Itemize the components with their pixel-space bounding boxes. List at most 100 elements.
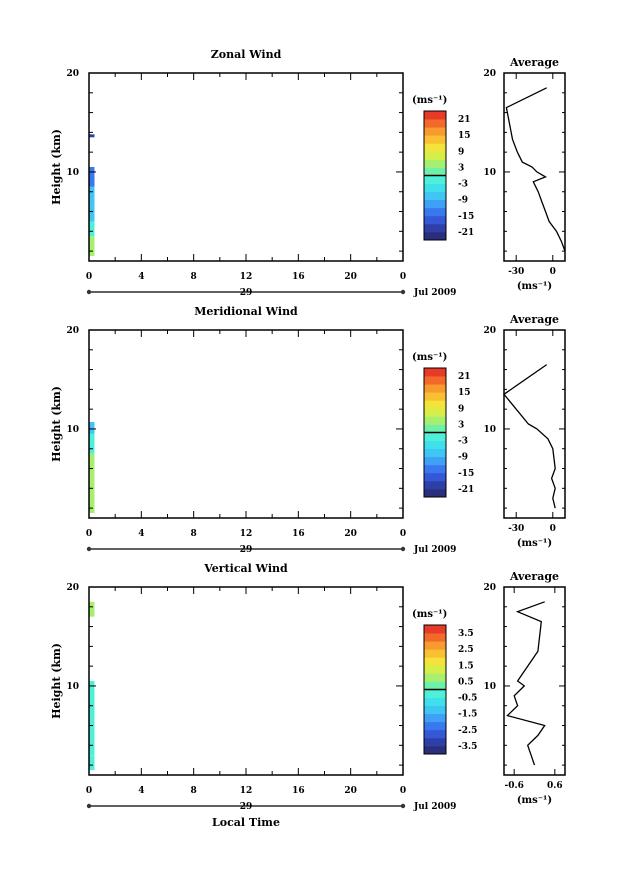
colorbar-unit: (ms⁻¹) xyxy=(412,352,447,363)
colorbar-swatch xyxy=(424,151,446,160)
average-frame xyxy=(503,329,566,519)
colorbar-swatch xyxy=(424,464,446,474)
date-bar-end xyxy=(400,803,406,809)
colorbar-tick-label: -3.5 xyxy=(458,742,477,752)
average-y-tick-label: 20 xyxy=(483,326,496,336)
date-bar-end xyxy=(86,546,92,552)
colorbar-swatch xyxy=(424,488,446,498)
x-tick-label: 16 xyxy=(292,529,305,539)
x-tick-label: 0 xyxy=(86,272,92,282)
colorbar-swatch xyxy=(424,480,446,490)
colorbar-swatch xyxy=(424,673,446,682)
colorbar-tick-label: 0.5 xyxy=(458,677,474,687)
colorbar-swatch xyxy=(424,448,446,458)
x-tick-label: 16 xyxy=(292,272,305,282)
average-y-tick-label: 10 xyxy=(483,425,496,435)
colorbar-tick-label: -1.5 xyxy=(458,710,477,720)
colorbar-swatch xyxy=(424,440,446,450)
colorbar-swatch xyxy=(424,376,446,385)
y-axis-label: Height (km) xyxy=(50,129,63,205)
colorbar-tick-label: 2.5 xyxy=(458,645,474,655)
colorbar-swatch xyxy=(424,665,446,674)
heatmap-cell xyxy=(88,755,95,771)
average-x-tick-label: 0 xyxy=(550,524,556,534)
colorbar-tick-label: 15 xyxy=(458,388,471,398)
x-tick-label: 8 xyxy=(191,529,197,539)
month-year-label: Jul 2009 xyxy=(413,545,456,555)
heatmap-cell xyxy=(88,167,95,187)
average-profile-line xyxy=(505,87,566,252)
x-tick-label: 4 xyxy=(138,786,144,796)
heatmap-cell xyxy=(88,422,95,434)
colorbar-swatch xyxy=(424,135,446,144)
colorbar-swatch xyxy=(424,689,446,698)
x-tick-label: 0 xyxy=(86,786,92,796)
colorbar-tick-label: -15 xyxy=(458,469,474,479)
heatmap-cell xyxy=(88,725,95,756)
colorbar-swatch xyxy=(424,745,446,755)
x-tick-label: 0 xyxy=(400,529,406,539)
colorbar-swatch xyxy=(424,199,446,209)
colorbar-swatch xyxy=(424,231,446,241)
colorbar-swatch xyxy=(424,392,446,401)
colorbar-tick-label: 3 xyxy=(458,163,464,173)
heatmap-cell xyxy=(88,681,95,726)
colorbar-swatch xyxy=(424,159,446,168)
x-tick-label: 12 xyxy=(240,529,253,539)
colorbar-swatch xyxy=(424,368,446,377)
colorbar-tick-label: 3.5 xyxy=(458,629,474,639)
average-y-tick-label: 10 xyxy=(483,168,496,178)
x-tick-label: 12 xyxy=(240,272,253,282)
average-y-tick-label: 20 xyxy=(483,69,496,79)
colorbar-tick-label: 9 xyxy=(458,147,464,157)
heatmap-cell xyxy=(88,186,95,207)
plot-frame xyxy=(88,586,404,776)
colorbar-swatch xyxy=(424,207,446,217)
y-axis-label: Height (km) xyxy=(50,643,63,719)
colorbar-tick-label: 1.5 xyxy=(458,661,474,671)
colorbar-unit: (ms⁻¹) xyxy=(412,609,447,620)
colorbar-tick-label: -3 xyxy=(458,180,468,190)
colorbar-tick-label: 9 xyxy=(458,404,464,414)
day-label: 29 xyxy=(240,802,253,812)
average-x-tick-label: -0.6 xyxy=(504,781,523,791)
colorbar-tick-label: -9 xyxy=(458,453,468,463)
heatmap-cell xyxy=(88,206,95,222)
colorbar-swatch xyxy=(424,713,446,723)
colorbar-swatch xyxy=(424,167,446,176)
average-y-tick-label: 10 xyxy=(483,682,496,692)
day-label: 29 xyxy=(240,288,253,298)
colorbar-tick-label: 15 xyxy=(458,131,471,141)
plot-frame xyxy=(88,72,404,262)
heatmap-cell xyxy=(88,236,95,257)
colorbar-swatch xyxy=(424,143,446,152)
average-title: Average xyxy=(509,570,559,583)
average-title: Average xyxy=(509,56,559,69)
average-frame xyxy=(503,586,566,776)
colorbar-swatch xyxy=(424,384,446,393)
x-tick-label: 0 xyxy=(86,529,92,539)
average-x-tick-label: 0.6 xyxy=(547,781,563,791)
heatmap-cell xyxy=(88,453,95,479)
colorbar-swatch xyxy=(424,641,446,650)
average-frame xyxy=(503,72,566,262)
x-tick-label: 16 xyxy=(292,786,305,796)
date-bar-end xyxy=(86,803,92,809)
average-x-tick-label: 0 xyxy=(550,267,556,277)
colorbar-tick-label: 21 xyxy=(458,372,471,382)
average-x-tick-label: -30 xyxy=(508,524,524,534)
colorbar-swatch xyxy=(424,408,446,417)
colorbar-swatch xyxy=(424,424,446,433)
colorbar-swatch xyxy=(424,183,446,193)
average-x-tick-label: -30 xyxy=(508,267,524,277)
y-tick-label: 10 xyxy=(66,425,79,435)
colorbar-swatch xyxy=(424,681,446,690)
x-tick-label: 4 xyxy=(138,529,144,539)
colorbar-swatch xyxy=(424,175,446,184)
x-tick-label: 0 xyxy=(400,786,406,796)
colorbar-tick-label: -3 xyxy=(458,437,468,447)
